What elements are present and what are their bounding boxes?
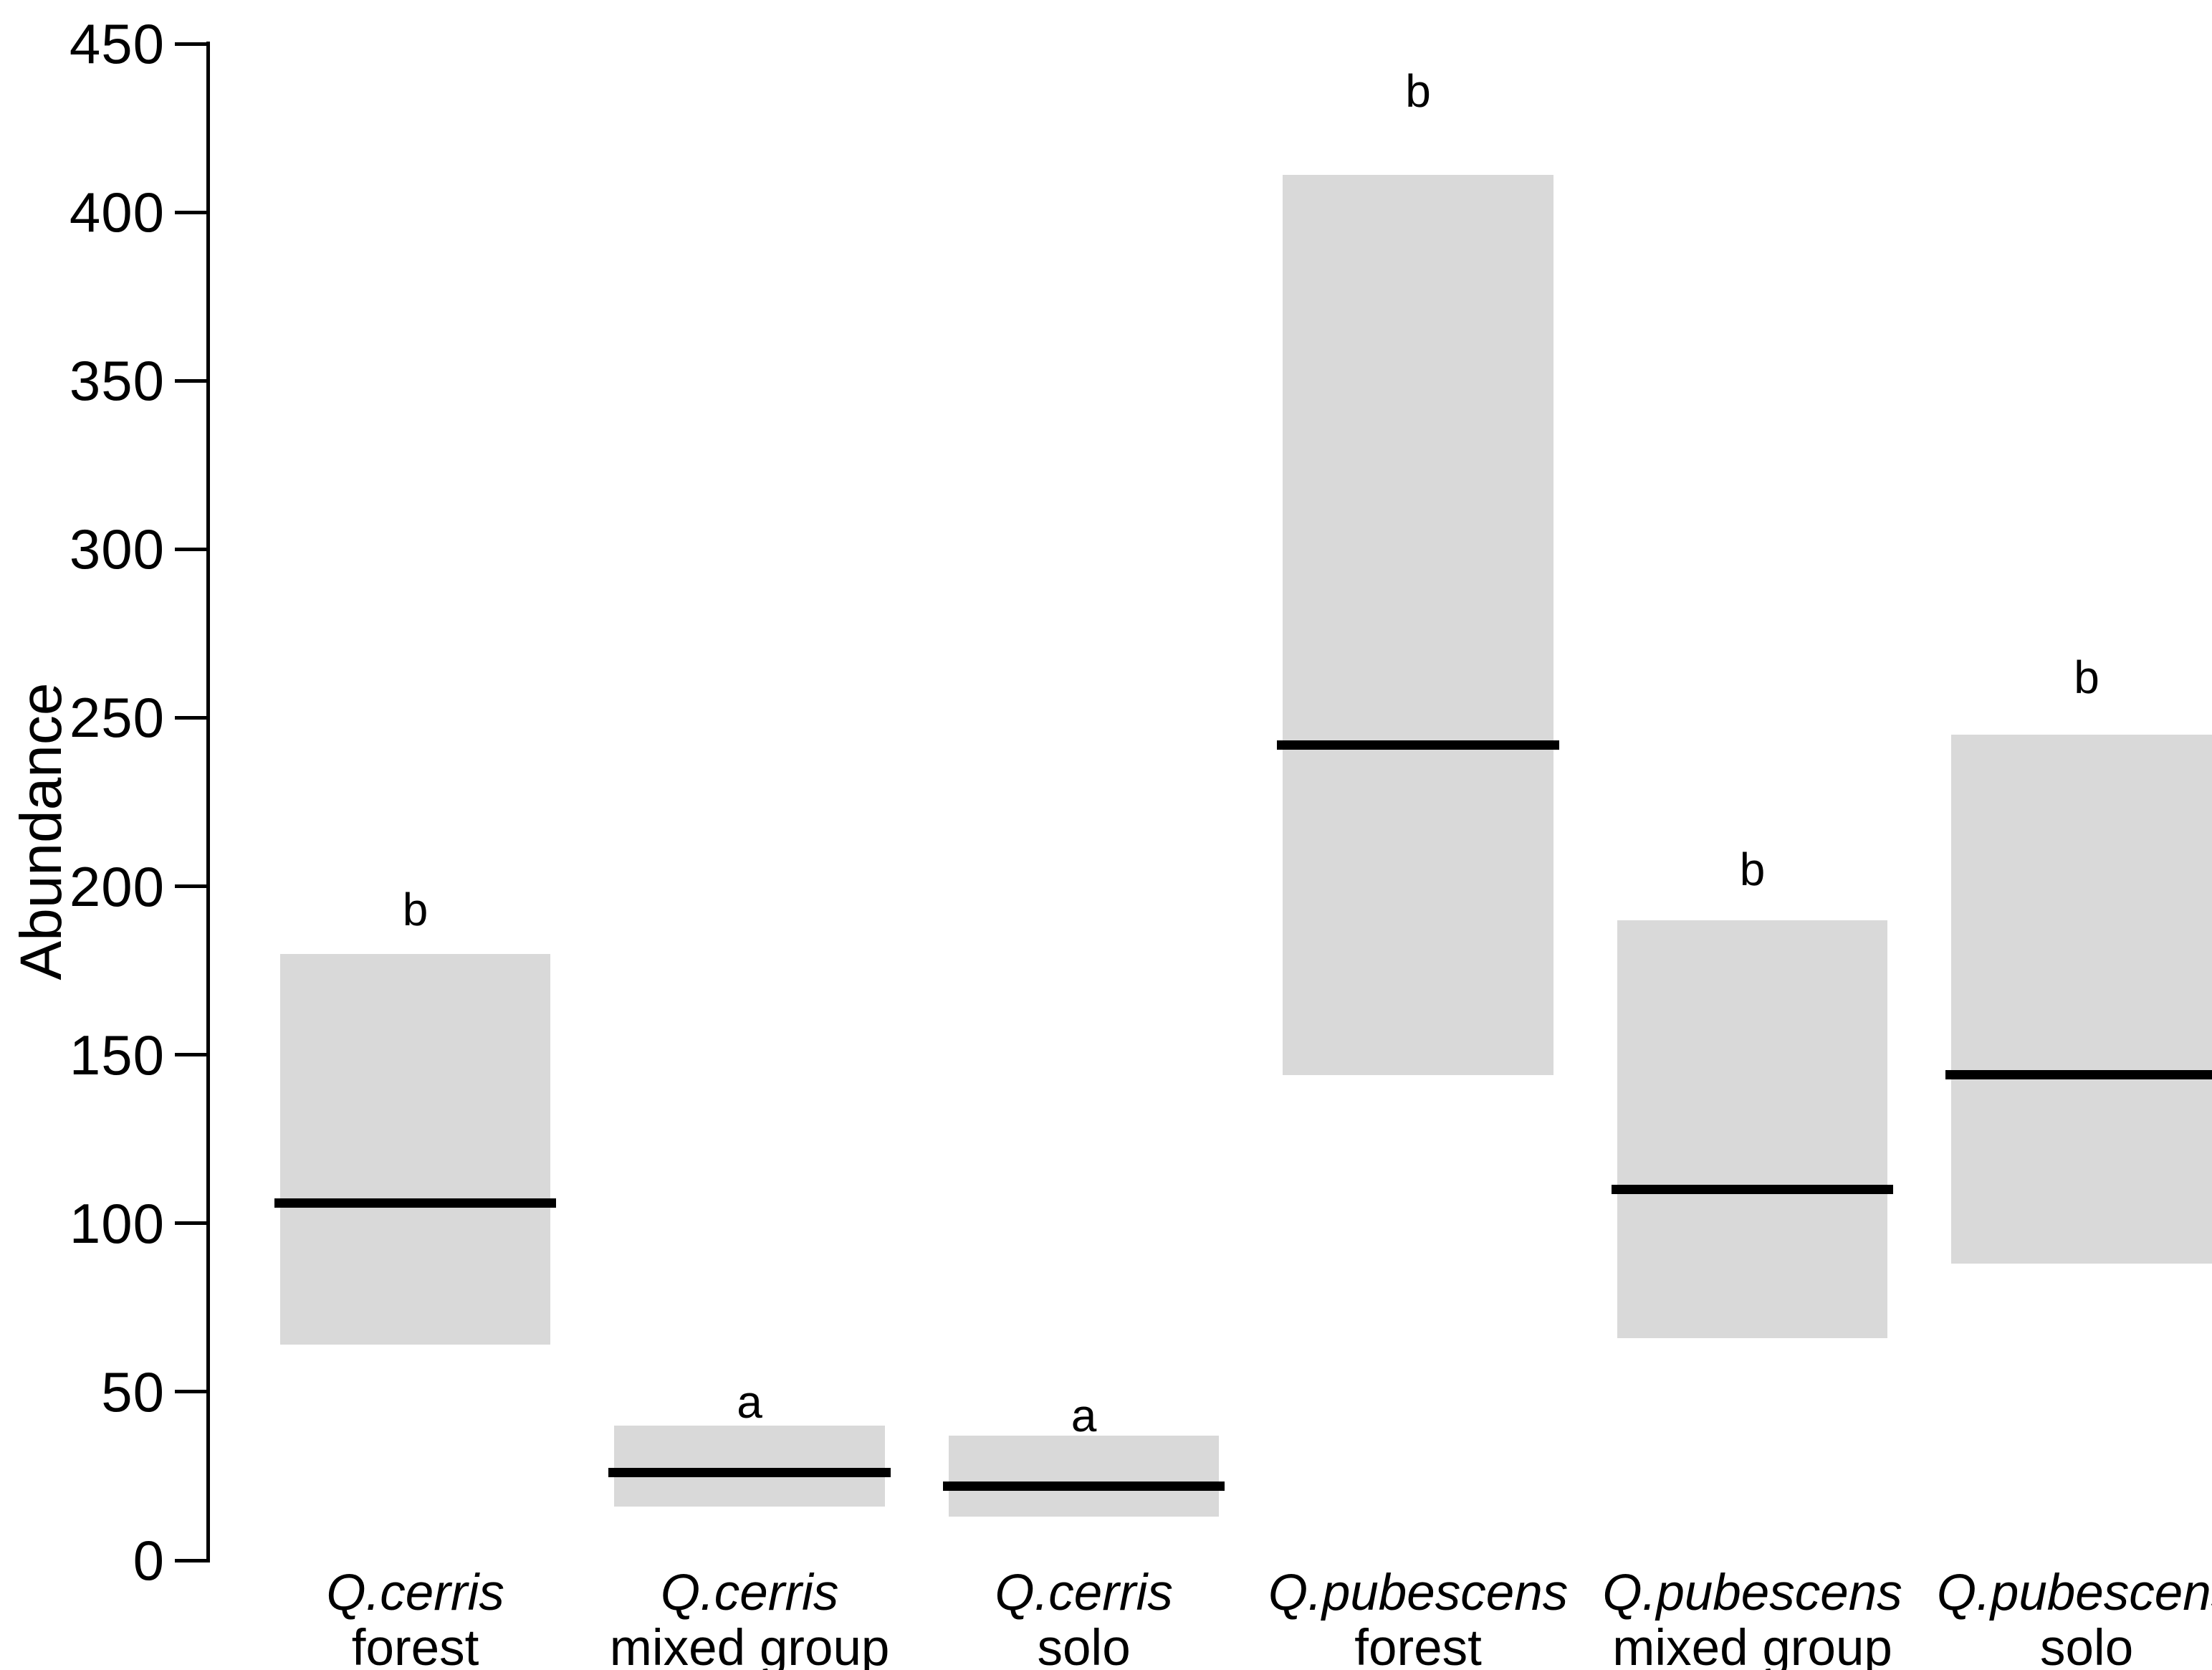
ci-box: [614, 1425, 885, 1507]
x-axis-category-label: Q.pubescens solo: [1793, 1565, 2212, 1670]
x-axis-category-label: Q.cerris solo: [790, 1565, 1378, 1670]
x-label-species: Q.pubescens: [1268, 1565, 1569, 1621]
ci-box: [1617, 920, 1888, 1338]
x-label-context: forest: [1354, 1620, 1482, 1670]
y-axis-tick-label: 100: [69, 1191, 165, 1255]
significance-letter: a: [737, 1375, 762, 1428]
significance-letter: b: [2074, 652, 2100, 704]
y-axis-tick-mark: [175, 378, 206, 383]
y-axis-tick-mark: [175, 210, 206, 214]
y-axis-line: [206, 42, 210, 1562]
median-line: [1277, 740, 1559, 750]
y-axis-tick-label: 0: [133, 1529, 165, 1592]
x-label-species: Q.cerris: [660, 1565, 839, 1621]
y-axis-tick-mark: [175, 1221, 206, 1226]
median-line: [942, 1481, 1225, 1492]
x-label-species: Q.pubescens: [1936, 1565, 2212, 1621]
x-label-species: Q.cerris: [995, 1565, 1173, 1621]
x-axis-category-label: Q.pubescens forest: [1124, 1565, 1712, 1670]
y-axis-tick-label: 350: [69, 349, 165, 413]
median-line: [1611, 1185, 1894, 1195]
x-label-context: solo: [2039, 1620, 2134, 1670]
median-line: [1945, 1070, 2212, 1080]
y-axis-tick-label: 150: [69, 1023, 165, 1087]
x-axis-category-label: Q.cerris mixed group: [456, 1565, 1043, 1670]
x-axis-category-label: Q.pubescens mixed group: [1459, 1565, 2046, 1670]
ci-box: [1951, 734, 2212, 1264]
y-axis-tick-label: 250: [69, 686, 165, 750]
y-axis-tick-mark: [175, 884, 206, 889]
y-axis-tick-mark: [175, 547, 206, 551]
x-label-species: Q.pubescens: [1602, 1565, 1902, 1621]
y-axis-tick-label: 50: [101, 1360, 165, 1423]
significance-letter: a: [1071, 1389, 1097, 1441]
x-label-species: Q.cerris: [326, 1565, 504, 1621]
median-line: [274, 1198, 557, 1208]
ci-box: [1283, 175, 1553, 1075]
y-axis-tick-mark: [175, 1558, 206, 1562]
significance-letter: b: [402, 884, 428, 936]
y-axis-tick-label: 200: [69, 854, 165, 918]
x-label-context: solo: [1037, 1620, 1131, 1670]
x-label-context: forest: [351, 1620, 479, 1670]
y-axis-tick-mark: [175, 715, 206, 720]
y-axis-tick-label: 450: [69, 12, 165, 75]
x-label-context: mixed group: [1612, 1620, 1892, 1670]
x-label-context: mixed group: [609, 1620, 890, 1670]
x-axis-category-label: Q.cerris forest: [122, 1565, 709, 1670]
y-axis-tick-mark: [175, 1390, 206, 1394]
y-axis-tick-mark: [175, 42, 206, 46]
median-line: [608, 1468, 891, 1478]
significance-letter: b: [1739, 844, 1766, 896]
ci-box: [948, 1436, 1220, 1517]
y-axis-tick-label: 400: [69, 181, 165, 244]
y-axis-tick-label: 300: [69, 517, 165, 581]
significance-letter: b: [1405, 65, 1431, 117]
ci-box: [279, 953, 551, 1345]
y-axis-tick-mark: [175, 1053, 206, 1057]
